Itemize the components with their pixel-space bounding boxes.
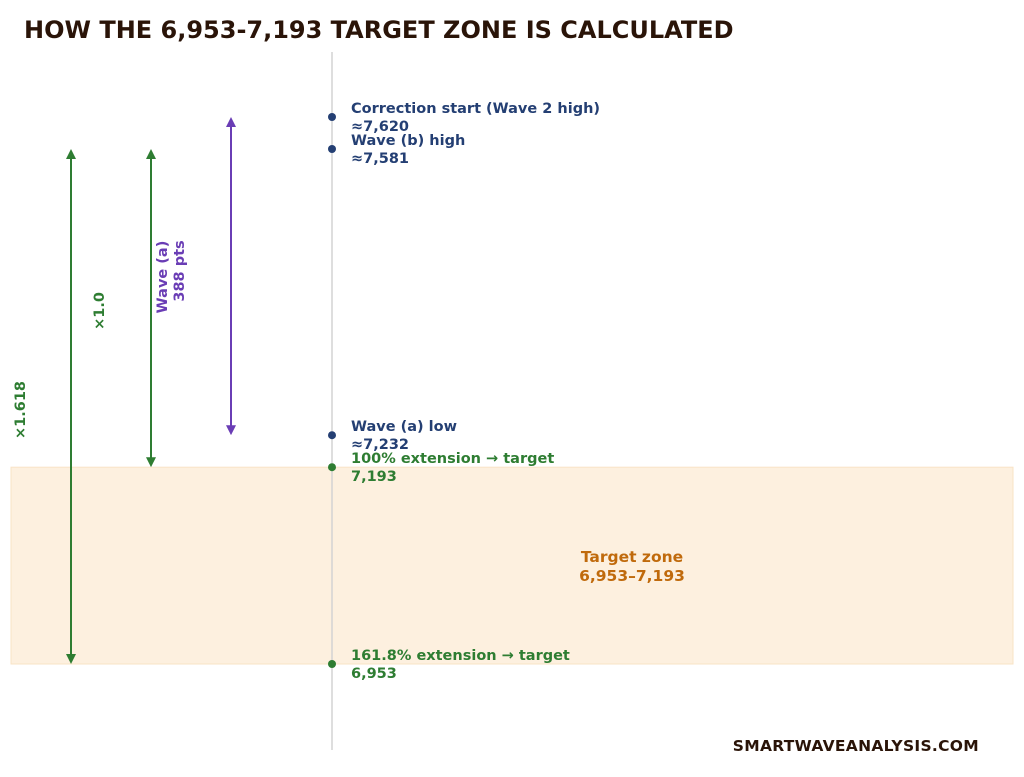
wave-a-low-point: [328, 431, 336, 440]
ext-161-label: 161.8% extension → target: [351, 648, 570, 664]
wave-a-low-label: Wave (a) low: [351, 419, 457, 435]
page-title: HOW THE 6,953-7,193 TARGET ZONE IS CALCU…: [24, 16, 734, 44]
wave-a-length-label: Wave (a): [155, 241, 171, 314]
level-labels: Correction start (Wave 2 high) ≈7,620 Wa…: [351, 101, 600, 682]
ratio-1618-label: ×1.618: [13, 381, 29, 439]
ext-161-point: [328, 660, 336, 668]
ext-100-point: [328, 463, 336, 472]
ext-161-value: 6,953: [351, 666, 397, 682]
ext-100-label: 100% extension → target: [351, 451, 554, 467]
target-zone-range: 6,953–7,193: [579, 567, 685, 585]
arrow-labels: ×1.618 ×1.0 Wave (a) 388 pts: [13, 240, 188, 439]
correction-start-point: [328, 113, 336, 121]
ratio-1-label: ×1.0: [92, 292, 108, 330]
wave-b-high-value: ≈7,581: [351, 151, 409, 167]
arrows-layer: [66, 117, 236, 664]
wave-b-high-label: Wave (b) high: [351, 133, 465, 149]
wave-a-points-label: 388 pts: [172, 240, 188, 301]
target-zone-label: Target zone: [581, 548, 683, 566]
correction-start-value: ≈7,620: [351, 119, 409, 135]
brand-watermark: SMARTWAVEANALYSIS.COM: [733, 737, 979, 755]
points-layer: [328, 113, 336, 668]
wave-a-low-value: ≈7,232: [351, 437, 409, 453]
target-zone-band: [10, 466, 1014, 665]
correction-start-label: Correction start (Wave 2 high): [351, 101, 600, 117]
ext-100-value: 7,193: [351, 469, 397, 485]
wave-b-high-point: [328, 145, 336, 153]
